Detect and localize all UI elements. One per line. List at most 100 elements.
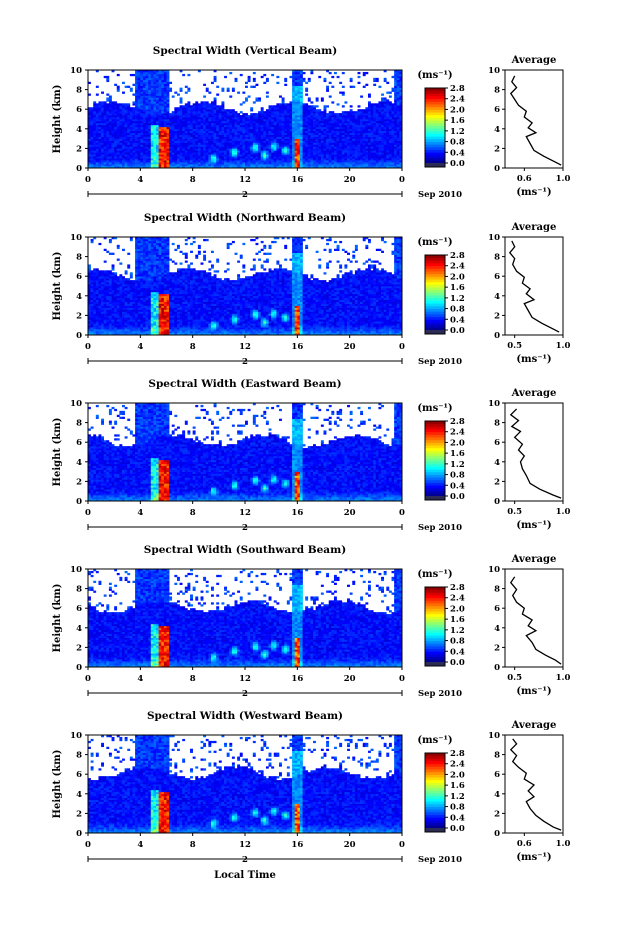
heatmap-cell (328, 122, 332, 126)
heatmap-cell (135, 148, 139, 151)
heatmap-cell (140, 101, 144, 104)
heatmap-cell (114, 105, 118, 108)
heatmap-cell (135, 126, 139, 130)
heatmap-cell (150, 83, 154, 86)
heatmap-cell (106, 148, 110, 151)
heatmap-cell (229, 136, 233, 139)
heatmap-cell (106, 117, 110, 120)
heatmap-cell (378, 120, 382, 124)
heatmap-cell (252, 126, 256, 130)
heatmap-cell (122, 117, 125, 120)
heatmap-cell (216, 144, 220, 147)
heatmap-cell (119, 109, 123, 112)
heatmap-cell (224, 152, 227, 155)
heatmap-cell (203, 126, 207, 130)
heatmap-cell (101, 282, 104, 285)
heatmap-cell (122, 276, 125, 279)
heatmap-cell (163, 99, 167, 102)
heatmap-cell (119, 152, 123, 155)
heatmap-cell (119, 307, 123, 310)
heatmap-cell (161, 120, 165, 124)
heatmap-cell (210, 140, 214, 143)
heatmap-cell (166, 154, 170, 157)
heatmap-cell (247, 132, 251, 135)
heatmap-cell (328, 162, 332, 165)
heatmap-cell (101, 319, 104, 322)
heatmap-cell (150, 107, 154, 110)
heatmap-cell (156, 79, 159, 83)
heatmap-cell (205, 134, 209, 137)
heatmap-cell (156, 128, 159, 132)
heatmap-cell (273, 152, 277, 155)
heatmap-cell (292, 130, 296, 134)
heatmap-cell (182, 111, 186, 114)
heatmap-cell (111, 268, 115, 271)
heatmap-cell (347, 132, 350, 135)
heatmap-cell (344, 160, 348, 163)
heatmap-cell (216, 119, 220, 122)
heatmap-cell (200, 128, 204, 132)
heatmap-cell (166, 93, 170, 96)
heatmap-cell (339, 119, 343, 122)
heatmap-cell (279, 148, 282, 151)
heatmap-cell (116, 309, 120, 312)
heatmap-cell (148, 142, 152, 145)
heatmap-cell (370, 158, 374, 161)
heatmap-cell (318, 164, 322, 167)
heatmap-cell (153, 87, 157, 90)
heatmap-cell (208, 152, 212, 155)
heatmap-cell (111, 103, 115, 106)
heatmap-cell (229, 144, 233, 147)
heatmap-cell (135, 156, 139, 159)
heatmap-cell (114, 152, 118, 155)
heatmap-cell (101, 103, 104, 106)
heatmap-cell (166, 113, 170, 116)
heatmap-cell (297, 73, 301, 77)
heatmap-cell (318, 130, 322, 134)
heatmap-cell (273, 109, 277, 112)
heatmap-cell (354, 142, 358, 145)
heatmap-cell (101, 154, 104, 157)
heatmap-cell (195, 126, 199, 130)
heatmap-cell (135, 83, 139, 86)
heatmap-cell (111, 311, 115, 314)
heatmap-cell (135, 79, 139, 83)
heatmap-cell (381, 142, 384, 145)
heatmap-cell (265, 111, 269, 114)
heatmap-cell (158, 97, 162, 100)
heatmap-cell (124, 136, 128, 139)
heatmap-cell (242, 162, 246, 165)
heatmap-cell (297, 85, 301, 88)
heatmap-cell (200, 117, 204, 120)
heatmap-cell (114, 124, 118, 128)
heatmap-cell (386, 113, 390, 116)
heatmap-cell (394, 77, 398, 81)
heatmap-cell (174, 158, 178, 161)
heatmap-cell (142, 124, 146, 128)
heatmap-cell (187, 115, 191, 118)
heatmap-cell (137, 136, 141, 139)
heatmap-cell (320, 128, 324, 132)
heatmap-cell (132, 107, 136, 110)
heatmap-cell (347, 152, 350, 155)
heatmap-cell (229, 140, 233, 143)
heatmap-cell (174, 162, 178, 165)
heatmap-cell (391, 130, 395, 134)
colorbar-segment (425, 133, 445, 137)
colorbar-segment (425, 125, 445, 129)
heatmap-cell (90, 313, 94, 316)
heatmap-cell (208, 91, 212, 94)
heatmap-cell (292, 109, 296, 112)
heatmap-cell (108, 311, 112, 314)
heatmap-cell (195, 111, 199, 114)
heatmap-cell (229, 95, 233, 98)
heatmap-cell (362, 117, 366, 120)
heatmap-cell (378, 152, 382, 155)
heatmap-cell (98, 325, 102, 328)
heatmap-cell (153, 115, 157, 118)
heatmap-cell (90, 270, 94, 273)
heatmap-cell (150, 128, 154, 132)
heatmap-cell (323, 117, 327, 120)
heatmap-cell (132, 162, 136, 165)
heatmap-cell (268, 109, 272, 112)
